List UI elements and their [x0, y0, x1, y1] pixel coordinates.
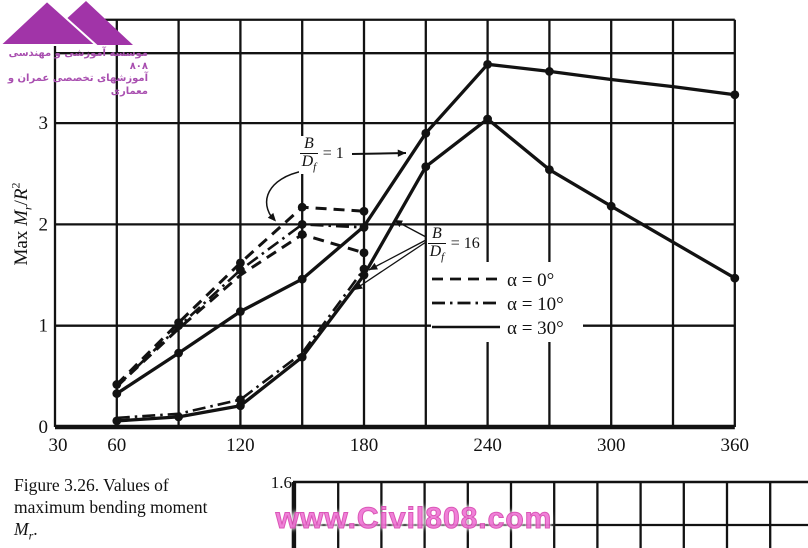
institute-name-line1: موسسه آموزشی و مهندسی ۸۰۸: [8, 48, 148, 72]
annotation-b-df-1: B Df = 1: [299, 135, 344, 174]
fraction-numerator: B: [300, 135, 318, 154]
y-tick-label: 1: [39, 316, 49, 337]
logo-triangle-left: [0, 0, 99, 46]
x-tick-label: 240: [473, 435, 502, 456]
fraction-b-over-df: B Df: [299, 135, 319, 174]
caption-line2: maximum bending moment: [14, 497, 208, 517]
curve-b16-alpha10: [116, 268, 366, 420]
data-point-b1-alpha0: [112, 380, 122, 389]
data-point-b16-alpha30: [421, 162, 431, 172]
data-point-b1-alpha30: [545, 67, 554, 76]
data-point-b1-alpha30: [112, 389, 122, 398]
fraction-b-over-df: B Df: [427, 225, 447, 264]
y-tick-label: 2: [39, 214, 49, 235]
data-point-b16-alpha10: [236, 395, 245, 405]
institute-name: موسسه آموزشی و مهندسی ۸۰۸ آموزشهای تخصصی…: [0, 48, 148, 98]
data-point-b1-alpha10: [359, 223, 369, 232]
fraction-denominator: Df: [429, 242, 445, 263]
secondary-chart-y-tick: 1.6: [270, 473, 292, 492]
x-tick-label: 60: [107, 435, 126, 456]
data-point-b1-alpha30: [483, 59, 492, 69]
x-tick-label: 180: [350, 435, 379, 456]
data-point-b1-alpha10: [297, 220, 307, 229]
fraction-denominator: Df: [301, 152, 317, 173]
legend-label: α = 10°: [507, 294, 564, 315]
x-tick-label: 360: [721, 435, 750, 456]
institute-name-line2: آموزشهای تخصصی عمران و معماری: [7, 73, 148, 97]
caption-line3: Mr.: [14, 519, 38, 543]
arrowhead: [397, 149, 406, 157]
data-point-b1-alpha10: [174, 321, 184, 331]
annotation-equals-1: = 1: [322, 145, 344, 162]
data-point-b1-alpha0: [236, 258, 245, 268]
data-point-b1-alpha0: [359, 206, 369, 216]
x-tick-label: 120: [226, 435, 255, 456]
data-point-b1-alpha10: [236, 265, 245, 275]
legend-label: α = 30°: [507, 318, 564, 339]
data-point-b16-alpha0: [359, 248, 369, 258]
data-point-b1-alpha30: [421, 128, 431, 138]
data-point-b16-alpha30: [112, 416, 122, 426]
y-tick-label: 3: [39, 113, 49, 134]
civil808-logo: [0, 0, 133, 46]
curve-b16-alpha30: [116, 117, 736, 423]
y-tick-label: 0: [39, 417, 49, 438]
data-point-b1-alpha30: [236, 307, 245, 316]
legend-label: α = 0°: [507, 270, 554, 291]
watermark-text: www.Civil808.com: [275, 502, 553, 536]
figure-caption: Figure 3.26. Values of maximum bending m…: [14, 474, 250, 547]
data-point-b1-alpha30: [730, 90, 740, 100]
data-point-b1-alpha0: [297, 202, 307, 212]
annotation-arrow: [351, 152, 407, 155]
data-point-b16-alpha30: [297, 352, 307, 362]
x-tick-label: 30: [49, 435, 68, 456]
arrowhead: [267, 212, 276, 222]
x-tick-label: 300: [597, 435, 626, 456]
data-point-b16-alpha30: [545, 165, 554, 175]
data-point-b16-alpha30: [483, 114, 492, 124]
annotation-arrow: [353, 241, 427, 291]
data-point-b16-alpha30: [359, 270, 369, 280]
data-point-b16-alpha10: [359, 264, 369, 274]
annotation-equals-16: = 16: [450, 235, 480, 252]
fraction-numerator: B: [428, 225, 446, 244]
annotation-b-df-16: B Df = 16: [427, 225, 480, 264]
data-point-b1-alpha30: [297, 274, 307, 284]
data-point-b1-alpha30: [174, 348, 184, 358]
caption-line1: Figure 3.26. Values of: [14, 475, 169, 495]
legend-background: [431, 262, 583, 342]
data-point-b16-alpha30: [236, 401, 245, 411]
data-point-b16-alpha30: [730, 273, 740, 283]
data-point-b16-alpha0: [297, 230, 307, 239]
curve-b1-alpha0: [115, 205, 365, 386]
annotation-arc: [265, 170, 304, 221]
annotation-arrow: [368, 239, 427, 271]
data-point-b16-alpha30: [606, 201, 616, 211]
curve-b16-alpha0: [115, 233, 365, 388]
arrowhead: [369, 262, 378, 270]
data-point-b16-alpha30: [174, 412, 184, 422]
